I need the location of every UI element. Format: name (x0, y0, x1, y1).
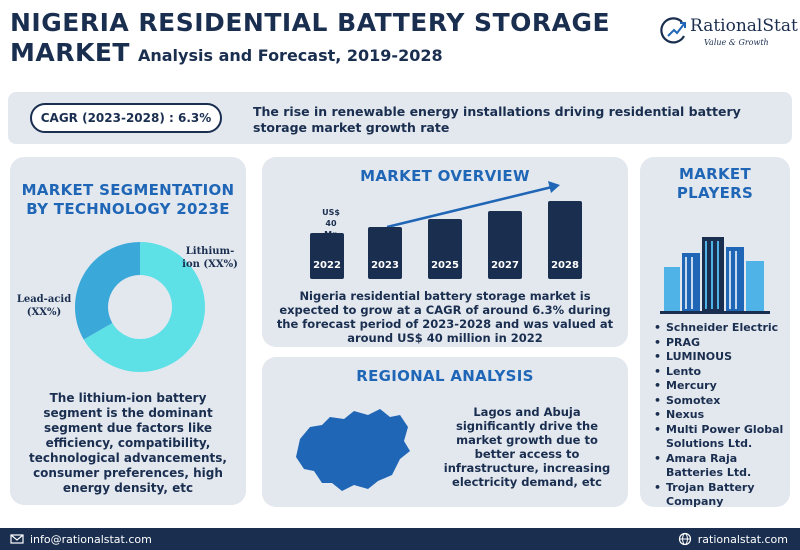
list-item: LUMINOUS (654, 350, 788, 365)
segmentation-heading: MARKET SEGMENTATION BY TECHNOLOGY 2023E (21, 181, 235, 218)
list-item: Trojan Battery Company (654, 481, 788, 510)
page-title-line2: MARKET Analysis and Forecast, 2019-2028 (10, 38, 443, 67)
bar-label-2027: 2027 (491, 260, 519, 271)
segmentation-panel: MARKET SEGMENTATION BY TECHNOLOGY 2023E … (10, 157, 246, 505)
market-overview-panel: MARKET OVERVIEW US$ 40 Mn 2022 2023 2025… (262, 157, 628, 347)
list-item: PRAG (654, 336, 788, 351)
footer-email[interactable]: info@rationalstat.com (10, 532, 152, 546)
city-buildings-icon (660, 237, 770, 314)
list-item: Nexus (654, 408, 788, 423)
market-players-list: Schneider Electric PRAG LUMINOUS Lento M… (654, 321, 788, 510)
bar-2027: 2027 (488, 211, 522, 279)
list-item: Multi Power Global Solutions Ltd. (654, 423, 788, 452)
regional-analysis-description: Lagos and Abuja significantly drive the … (443, 405, 611, 489)
regional-analysis-heading: REGIONAL ANALYSIS (356, 367, 534, 385)
page-subtitle: Analysis and Forecast, 2019-2028 (137, 46, 443, 65)
cagr-banner: CAGR (2023-2028) : 6.3% The rise in rene… (8, 92, 792, 144)
footer-website-text[interactable]: rationalstat.com (697, 532, 788, 546)
list-item: Somotex (654, 394, 788, 409)
footer: info@rationalstat.com rationalstat.com (0, 528, 800, 550)
bar-label-2023: 2023 (371, 260, 399, 271)
market-players-panel: MARKET PLAYERS Schneider Electric PRAG L… (640, 157, 790, 510)
market-overview-description: Nigeria residential battery storage mark… (276, 289, 614, 345)
page-title-line1: NIGERIA RESIDENTIAL BATTERY STORAGE (10, 8, 611, 37)
market-overview-heading: MARKET OVERVIEW (360, 167, 530, 185)
page-title-market: MARKET (10, 38, 130, 67)
donut-slice-lithium-ion (83, 242, 205, 372)
list-item: Mercury (654, 379, 788, 394)
list-item: Lento (654, 365, 788, 380)
circle-arrow-logo-icon (660, 17, 686, 44)
bar-2023: 2023 (368, 227, 402, 279)
market-growth-bars: US$ 40 Mn 2022 2023 2025 2027 2028 (262, 157, 628, 347)
market-players-heading: MARKET PLAYERS (676, 165, 754, 202)
globe-icon (678, 532, 691, 546)
list-item: Amara Raja Batteries Ltd. (654, 452, 788, 481)
list-item: Schneider Electric (654, 321, 788, 336)
bar-2022: 2022 (310, 233, 344, 279)
cagr-description: The rise in renewable energy installatio… (253, 104, 741, 135)
bar-2028: 2028 (548, 201, 582, 279)
footer-email-text[interactable]: info@rationalstat.com (30, 532, 152, 546)
bar-label-2025: 2025 (431, 260, 459, 271)
segmentation-description: The lithium-ion battery segment is the d… (29, 391, 227, 495)
bar-label-2028: 2028 (551, 260, 579, 271)
lead-acid-label: Lead-acid (XX%) (16, 294, 72, 318)
nigeria-map-icon (296, 409, 410, 491)
bar-2025: 2025 (428, 219, 462, 279)
lithium-ion-label: Lithium-ion (XX%) (182, 246, 238, 270)
bar-label-2022: 2022 (313, 260, 341, 271)
envelope-icon (10, 534, 24, 544)
donut-slice-lead-acid (75, 242, 140, 340)
brand-tagline: Value & Growth (704, 38, 769, 47)
cagr-badge: CAGR (2023-2028) : 6.3% (30, 103, 222, 133)
growth-arrow-icon (386, 181, 560, 229)
brand-name: RationalStat (690, 16, 798, 36)
technology-donut-chart (75, 242, 205, 372)
brand-logo: RationalStat Value & Growth (660, 14, 798, 54)
footer-website[interactable]: rationalstat.com (678, 532, 788, 546)
regional-analysis-panel: REGIONAL ANALYSIS Lagos and Abuja signif… (262, 357, 628, 507)
